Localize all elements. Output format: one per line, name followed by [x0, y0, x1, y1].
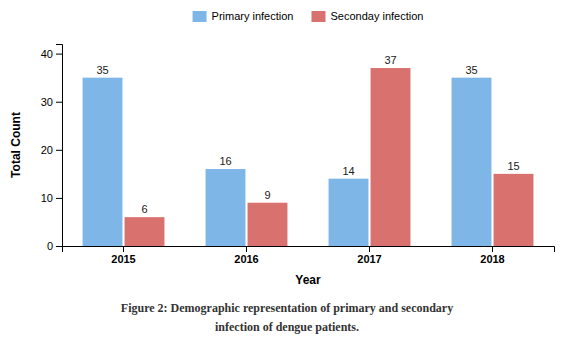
x-tick-label: 2015 — [111, 253, 135, 265]
legend-item: Primary infection — [193, 10, 294, 22]
y-tick: 40 — [41, 48, 62, 60]
bar — [83, 78, 123, 246]
x-axis: 2015 2016 2017 2018 — [63, 246, 555, 265]
x-tick: 2017 — [357, 246, 381, 265]
caption: Figure 2: Demographic representation of … — [121, 301, 453, 315]
x-axis-title: Year — [295, 273, 321, 287]
bar — [371, 68, 411, 246]
x-axis-line — [63, 247, 555, 253]
caption: infection of dengue patients. — [215, 320, 359, 334]
y-tick-mark — [56, 150, 62, 151]
y-tick-mark — [56, 54, 62, 55]
legend-label: Seconday infection — [330, 10, 423, 22]
y-tick-label: 20 — [41, 144, 53, 156]
y-tick: 10 — [41, 192, 62, 204]
bar — [329, 179, 369, 246]
bar — [125, 217, 165, 246]
x-tick-label: 2018 — [480, 253, 504, 265]
y-tick-label: 10 — [41, 192, 53, 204]
x-tick-mark — [123, 246, 124, 252]
data-label: 15 — [507, 160, 519, 172]
chart: 0 10 20 30 40 2015 2016 2017 2018 35 16 14 35 6 9 37 15 Y… — [0, 0, 574, 350]
y-tick: 20 — [41, 144, 62, 156]
x-tick-label: 2017 — [357, 253, 381, 265]
legend-item: Seconday infection — [311, 10, 423, 22]
data-label: 35 — [96, 64, 108, 76]
y-axis-line — [56, 45, 63, 247]
y-tick-label: 40 — [41, 48, 53, 60]
bar-series — [83, 78, 492, 246]
bar-series — [125, 68, 534, 246]
data-label: 16 — [219, 155, 231, 167]
x-tick-mark — [369, 246, 370, 252]
legend-swatch — [193, 11, 207, 22]
data-label: 6 — [141, 203, 147, 215]
x-tick: 2016 — [234, 246, 258, 265]
x-tick-label: 2016 — [234, 253, 258, 265]
data-label: 37 — [384, 54, 396, 66]
y-axis: 0 10 20 30 40 — [41, 45, 63, 253]
data-labels: 35 16 14 35 6 9 37 15 — [96, 54, 519, 215]
bar — [494, 174, 534, 246]
x-tick: 2018 — [480, 246, 504, 265]
plot: 0 10 20 30 40 2015 2016 2017 2018 35 16 14 35 6 9 37 15 Y… — [9, 45, 555, 288]
y-tick: 30 — [41, 96, 62, 108]
legend-label: Primary infection — [212, 10, 294, 22]
y-tick-label: 30 — [41, 96, 53, 108]
annotations: Figure 2: Demographic representation of … — [121, 301, 453, 334]
bars — [83, 68, 534, 246]
legend-swatch — [311, 11, 325, 22]
bar — [206, 169, 246, 246]
data-label: 9 — [264, 189, 270, 201]
legend: Primary infection Seconday infection — [193, 10, 424, 22]
data-label: 14 — [342, 165, 354, 177]
x-tick-mark — [492, 246, 493, 252]
x-tick-mark — [246, 246, 247, 252]
y-tick-label: 0 — [47, 240, 53, 252]
y-tick: 0 — [47, 240, 62, 252]
bar — [248, 203, 288, 246]
y-tick-mark — [56, 246, 62, 247]
data-label: 35 — [465, 64, 477, 76]
bar — [452, 78, 492, 246]
y-axis-title: Total Count — [9, 112, 23, 178]
y-tick-mark — [56, 198, 62, 199]
y-tick-mark — [56, 102, 62, 103]
x-tick: 2015 — [111, 246, 135, 265]
